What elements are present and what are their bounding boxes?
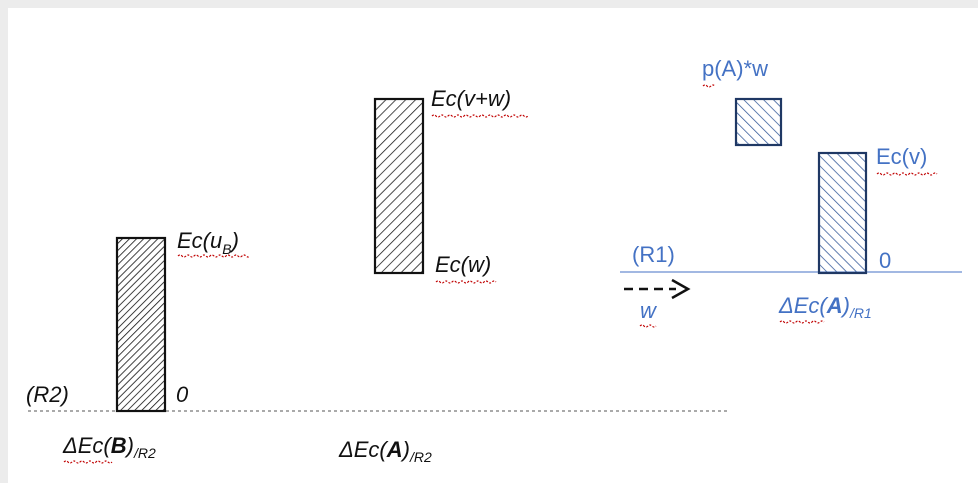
bar-ec-vw	[373, 97, 425, 275]
label-ec-vw: Ec(v+w)	[431, 86, 511, 111]
label-ec-w: Ec(w)	[435, 252, 491, 277]
label-r1: (R1)	[632, 242, 675, 267]
spell-underline-w	[639, 324, 657, 328]
spell-underline-delta-b	[63, 460, 113, 464]
w-arrow-head	[671, 278, 691, 300]
spell-underline-ec-v	[876, 172, 938, 176]
label-ec-ub: Ec(uB)	[177, 228, 239, 257]
label-w: w	[640, 298, 658, 323]
slide-panel	[8, 8, 978, 483]
label-delta-a-r1: ΔEc(A)/R1	[778, 293, 872, 321]
label-delta-b: ΔEc(B)/R2	[62, 433, 156, 461]
spell-underline-ec-w	[435, 280, 497, 284]
bar-ec-ub	[115, 236, 167, 413]
spell-underline-ec-ub	[177, 254, 251, 258]
square-paw	[734, 97, 783, 147]
label-ec-v: Ec(v)	[876, 144, 927, 169]
label-zero-right: 0	[879, 248, 891, 273]
label-delta-a-r2: ΔEc(A)/R2	[338, 437, 432, 465]
bar-ec-v	[817, 151, 868, 275]
label-zero-left: 0	[176, 382, 189, 407]
spell-underline-paw	[702, 84, 716, 88]
spell-underline-ec-vw	[431, 114, 529, 118]
label-paw: p(A)*w	[702, 56, 768, 81]
spell-underline-delta-a-r1	[779, 320, 825, 324]
label-r2: (R2)	[26, 382, 69, 407]
